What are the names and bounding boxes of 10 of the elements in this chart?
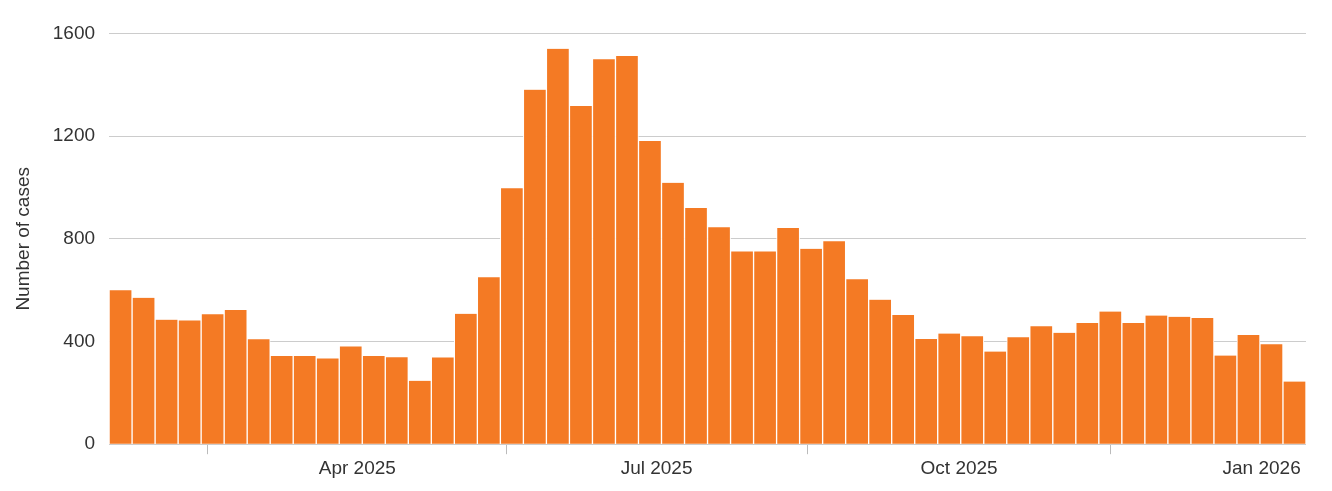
x-tick-label: Apr 2025	[318, 456, 396, 478]
x-tick-label: Jul 2025	[620, 456, 693, 478]
y-tick-label: 1600	[52, 21, 96, 43]
y-tick-label: 0	[84, 432, 96, 454]
y-axis-title: Number of cases	[11, 166, 33, 311]
y-tick-label: 400	[63, 329, 96, 351]
x-tick-label: Oct 2025	[920, 456, 998, 478]
y-tick-label: 800	[63, 227, 96, 249]
x-tick-label: Jan 2026	[1222, 456, 1301, 478]
y-tick-label: 1200	[52, 124, 96, 146]
